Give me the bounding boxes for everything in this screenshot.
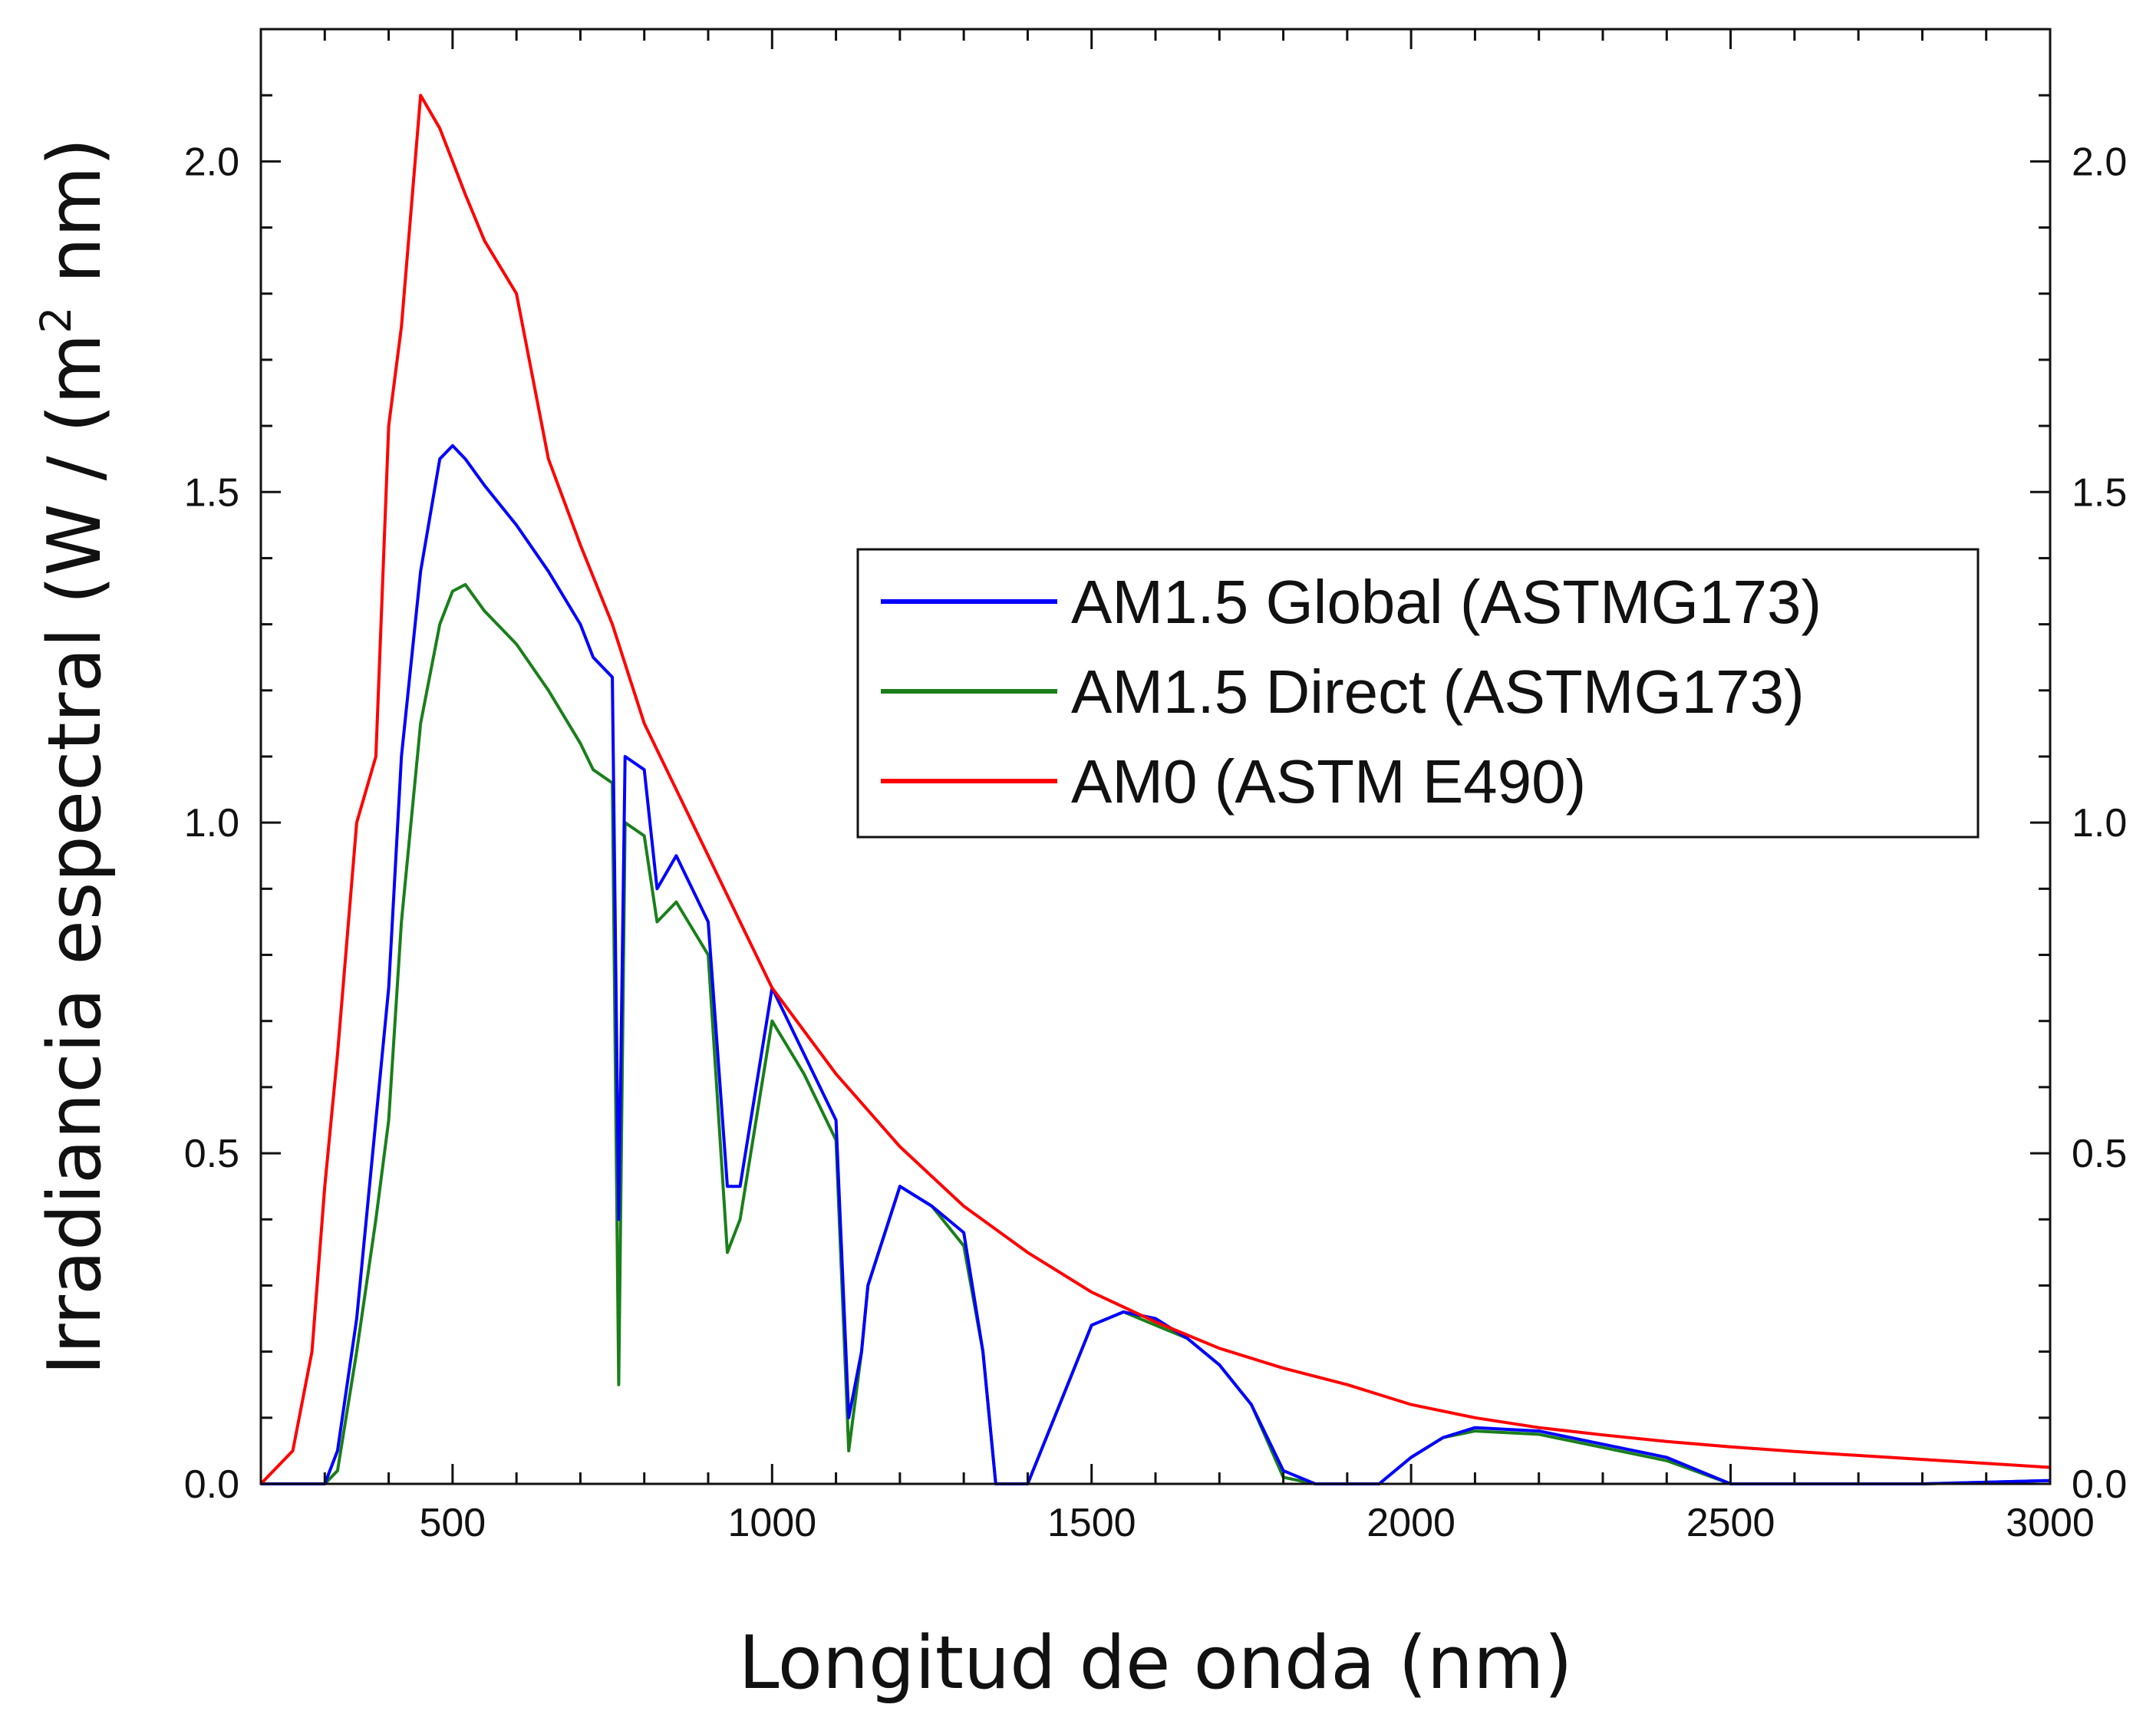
x-tick-label: 2500	[1686, 1501, 1775, 1545]
series-line-2	[259, 94, 2051, 1485]
x-axis-title: Longitud de onda (nm)	[738, 1621, 1572, 1706]
y-tick-label-left: 0.0	[184, 1462, 239, 1507]
legend-label: AM0 (ASTM E490)	[1071, 747, 1586, 816]
y-axis-title: Irradiancia espectral (W / (m2 nm)	[31, 138, 117, 1376]
y-tick-label-left: 1.0	[184, 801, 239, 846]
x-tick-label: 1500	[1047, 1501, 1136, 1545]
y-tick-label-left: 1.5	[184, 470, 239, 515]
y-tick-label-right: 2.0	[2072, 140, 2127, 184]
axis-ticks	[261, 28, 2052, 1485]
y-tick-label-right: 0.0	[2072, 1462, 2127, 1507]
legend-label: AM1.5 Global (ASTMG173)	[1071, 568, 1821, 636]
y-tick-label-right: 1.5	[2072, 470, 2127, 515]
legend-label: AM1.5 Direct (ASTMG173)	[1071, 658, 1805, 726]
plot-series	[259, 94, 2051, 1485]
y-axis-title-superscript: 2	[31, 307, 81, 334]
y-tick-label-left: 2.0	[184, 140, 239, 184]
y-axis-title-end: nm)	[33, 138, 117, 307]
x-tick-label: 1000	[727, 1501, 816, 1545]
x-tick-label: 3000	[2006, 1501, 2095, 1545]
y-tick-label-right: 0.5	[2072, 1132, 2127, 1176]
y-tick-label-right: 1.0	[2072, 801, 2127, 846]
x-tick-label: 2000	[1366, 1501, 1455, 1545]
y-axis-title-main: Irradiancia espectral (W / (m	[33, 334, 117, 1376]
y-tick-label-left: 0.5	[184, 1132, 239, 1176]
x-tick-label: 500	[419, 1501, 486, 1545]
series-line-0	[261, 443, 2051, 1485]
legend: AM1.5 Global (ASTMG173) AM1.5 Direct (AST…	[856, 548, 1980, 839]
